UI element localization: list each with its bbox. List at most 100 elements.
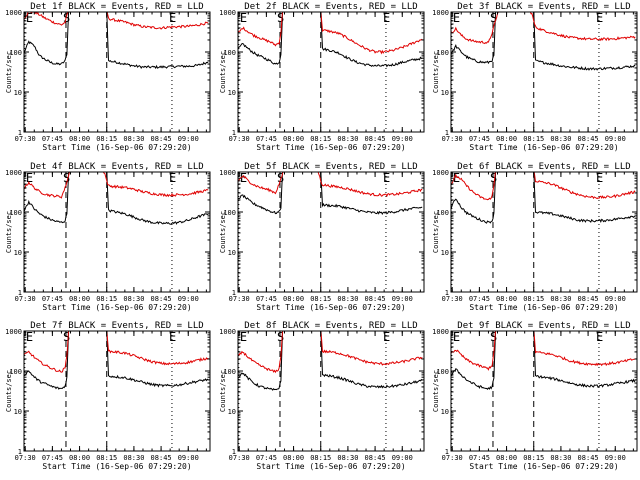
x-tick-label: 08:45 [151,135,172,143]
y-tick-label: 1000 [432,328,449,336]
y-tick-label: 1000 [5,169,22,177]
x-tick-label: 07:45 [42,135,63,143]
marker-label: S [63,171,70,185]
x-tick-label: 07:45 [256,295,277,303]
panel-title: Det 9f BLACK = Events, RED = LLD [457,321,630,331]
y-axis-label: Counts/sec [5,51,13,93]
x-axis-label: Start Time (16-Sep-06 07:29:20) [469,143,618,152]
x-tick-label: 07:30 [229,135,250,143]
plot-frame [237,11,425,133]
x-tick-label: 08:15 [96,454,117,462]
y-tick-label: 1 [445,448,449,456]
x-tick-label: 08:45 [365,454,386,462]
series-lld [238,12,423,55]
plot-frame [237,330,425,452]
x-tick-label: 08:45 [151,295,172,303]
x-tick-label: 07:30 [442,295,463,303]
x-tick-label: 08:00 [496,295,517,303]
marker-label: S [490,330,497,344]
marker-label: E [26,11,33,25]
y-tick-label: 10 [14,89,22,97]
plot-frame [23,11,211,133]
y-axis-label: Counts/sec [432,370,440,412]
x-tick-label: 07:45 [256,454,277,462]
y-tick-label: 1 [232,289,236,297]
series-events [24,331,209,390]
marker-label: S [277,330,284,344]
y-axis-label: Counts/sec [219,370,227,412]
x-tick-label: 07:30 [15,295,36,303]
plot-frame [450,171,638,293]
x-tick-label: 08:30 [123,135,144,143]
x-tick-label: 07:30 [15,135,36,143]
x-tick-label: 08:45 [365,295,386,303]
y-tick-label: 100 [9,49,22,57]
x-tick-label: 09:00 [392,295,413,303]
marker-label: S [277,11,284,25]
y-tick-label: 1000 [5,328,22,336]
x-tick-label: 08:15 [96,135,117,143]
x-tick-label: 08:00 [496,454,517,462]
y-tick-label: 100 [223,209,236,217]
series-lld [451,172,636,201]
y-tick-label: 1 [445,129,449,137]
marker-label: S [490,11,497,25]
x-tick-label: 08:00 [69,135,90,143]
x-tick-label: 08:45 [578,454,599,462]
x-tick-label: 08:45 [151,454,172,462]
series-lld [24,331,209,373]
marker-label: E [240,330,247,344]
x-tick-label: 08:30 [550,135,571,143]
x-tick-label: 08:15 [523,454,544,462]
marker-label: S [490,171,497,185]
y-tick-label: 100 [9,368,22,376]
marker-label: E [453,171,460,185]
marker-label: E [240,11,247,25]
plot-frame [23,171,211,293]
x-tick-label: 08:30 [550,295,571,303]
y-tick-label: 1 [445,289,449,297]
x-tick-label: 08:15 [523,295,544,303]
x-tick-label: 07:30 [229,454,250,462]
marker-label: S [63,11,70,25]
y-tick-label: 100 [436,49,449,57]
marker-label: E [169,330,176,344]
panel-title: Det 6f BLACK = Events, RED = LLD [457,162,630,172]
series-events [451,172,636,224]
x-axis-label: Start Time (16-Sep-06 07:29:20) [256,462,405,471]
series-events [24,12,209,70]
x-tick-label: 07:30 [229,295,250,303]
x-axis-label: Start Time (16-Sep-06 07:29:20) [42,462,191,471]
panel-title: Det 3f BLACK = Events, RED = LLD [457,2,630,12]
y-tick-label: 1000 [432,9,449,17]
marker-label: E [596,11,603,25]
x-tick-label: 08:00 [283,135,304,143]
plot-frame [23,330,211,452]
series-lld [24,12,209,30]
x-tick-label: 08:00 [496,135,517,143]
y-axis-label: Counts/sec [432,211,440,253]
y-tick-label: 10 [14,408,22,416]
x-tick-label: 08:00 [69,295,90,303]
x-tick-label: 07:45 [42,295,63,303]
panel-title: Det 7f BLACK = Events, RED = LLD [30,321,203,331]
x-tick-label: 08:15 [523,135,544,143]
y-tick-label: 10 [441,249,449,257]
x-axis-label: Start Time (16-Sep-06 07:29:20) [256,143,405,152]
x-axis-label: Start Time (16-Sep-06 07:29:20) [42,143,191,152]
panel-title: Det 1f BLACK = Events, RED = LLD [30,2,203,12]
marker-label: E [240,171,247,185]
y-tick-label: 10 [441,408,449,416]
y-tick-label: 1000 [219,169,236,177]
marker-label: E [453,11,460,25]
x-tick-label: 09:00 [605,454,626,462]
series-lld [238,331,423,374]
series-lld [451,12,636,45]
y-axis-label: Counts/sec [432,51,440,93]
y-tick-label: 100 [223,49,236,57]
